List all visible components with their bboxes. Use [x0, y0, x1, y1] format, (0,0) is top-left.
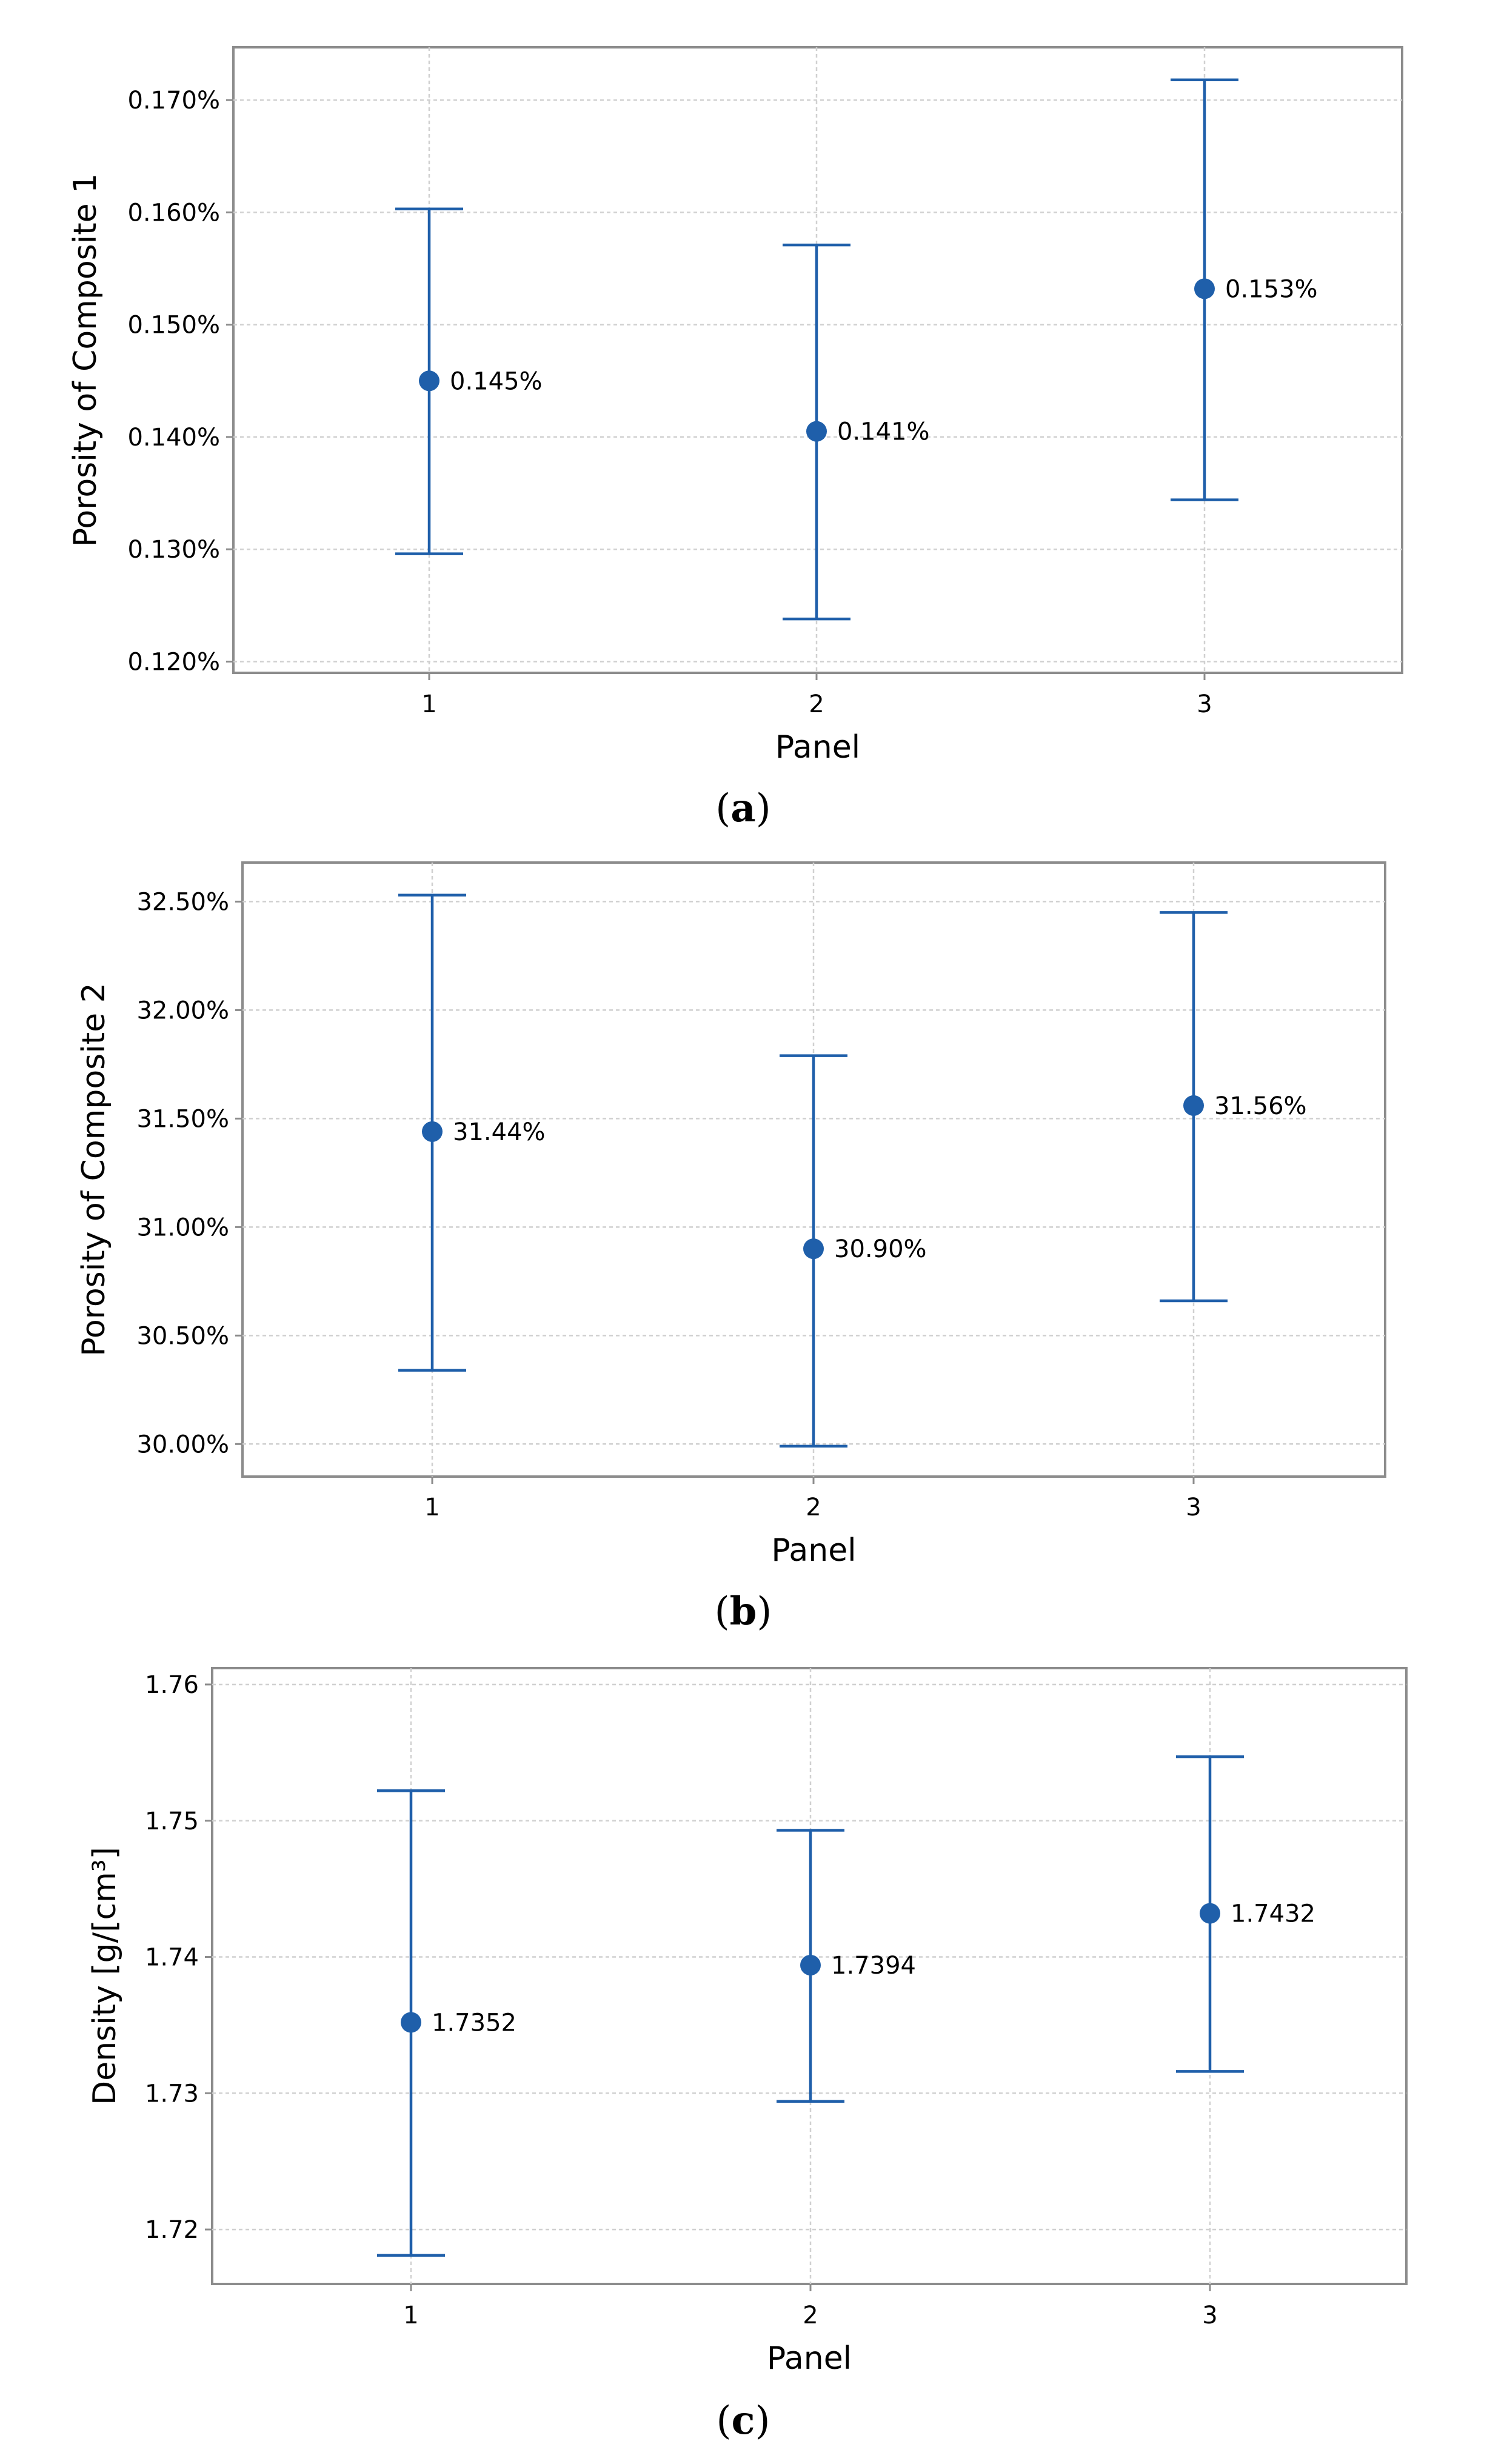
mean-point	[401, 2012, 421, 2033]
chart-panel-b: 30.00% 30.50% 31.00% 31.50% 32.00% 32.50% 1 2 3 3…	[76, 861, 1386, 1634]
mean-point	[1200, 1903, 1220, 1924]
y-tick-label: 0.170%	[127, 87, 220, 115]
mean-point	[803, 1238, 824, 1260]
y-tick-label: 30.00%	[136, 1431, 229, 1458]
x-tick-label: 3	[1202, 2302, 1217, 2329]
x-tick-label: 2	[803, 2302, 818, 2329]
data-label: 1.7394	[831, 1952, 916, 1980]
x-tick-label: 2	[806, 1494, 821, 1521]
data-label: 0.145%	[450, 367, 543, 395]
y-axis-title: Porosity of Composite 2	[76, 983, 112, 1356]
x-tick-label: 1	[424, 1494, 439, 1521]
y-tick-label: 1.73	[145, 2080, 199, 2108]
data-label: 1.7432	[1231, 1900, 1315, 1928]
data-label: 31.44%	[453, 1118, 546, 1146]
mean-point	[422, 1121, 443, 1142]
y-tick-label: 32.50%	[136, 888, 229, 916]
y-tick-label: 1.74	[145, 1944, 199, 1972]
x-axis-title: Panel	[775, 729, 860, 766]
y-tick-label: 0.150%	[127, 312, 220, 339]
x-tick-label: 3	[1186, 1494, 1201, 1521]
mean-point	[419, 370, 439, 392]
y-axis-title: Density [g/[cm³]	[87, 1847, 123, 2105]
mean-point	[1194, 278, 1215, 299]
x-axis-title: Panel	[771, 1532, 856, 1569]
x-tick-label: 2	[809, 690, 824, 718]
chart-panel-c: 1.72 1.73 1.74 1.75 1.76 1 2 3 1.7352 1.7394 1.743…	[87, 1667, 1408, 2443]
x-tick-label: 1	[403, 2302, 418, 2329]
y-tick-label: 31.50%	[136, 1105, 229, 1133]
y-axis-title: Porosity of Composite 1	[67, 173, 104, 547]
caption-letter: b	[730, 1589, 757, 1634]
y-tick-label: 1.75	[145, 1808, 199, 1835]
y-tick-label: 30.50%	[136, 1322, 229, 1350]
mean-point	[800, 1955, 821, 1976]
data-label: 1.7352	[432, 2009, 516, 2037]
x-tick-label: 1	[421, 690, 436, 718]
y-tick-label: 31.00%	[136, 1214, 229, 1241]
panel-caption: (a)	[715, 786, 770, 831]
data-label: 31.56%	[1214, 1092, 1307, 1120]
x-axis-title: Panel	[767, 2340, 852, 2377]
data-label: 30.90%	[834, 1235, 927, 1263]
y-tick-label: 0.130%	[127, 536, 220, 564]
data-label: 0.141%	[837, 418, 930, 446]
y-tick-label: 0.140%	[127, 424, 220, 452]
caption-letter: a	[730, 786, 755, 831]
y-tick-label: 0.120%	[127, 648, 220, 676]
data-label: 0.153%	[1225, 275, 1318, 303]
y-tick-label: 0.160%	[127, 199, 220, 227]
caption-letter: c	[732, 2398, 755, 2443]
panel-caption: (b)	[715, 1589, 772, 1634]
y-tick-label: 1.72	[145, 2216, 199, 2244]
y-tick-label: 32.00%	[136, 997, 229, 1024]
panel-caption: (c)	[717, 2398, 770, 2443]
mean-point	[806, 421, 827, 442]
mean-point	[1183, 1095, 1204, 1116]
chart-panel-a: 0.120% 0.130% 0.140% 0.150% 0.160% 0.170% 1 2 3 0…	[67, 46, 1403, 831]
x-tick-label: 3	[1197, 690, 1212, 718]
y-tick-label: 1.76	[145, 1671, 199, 1699]
